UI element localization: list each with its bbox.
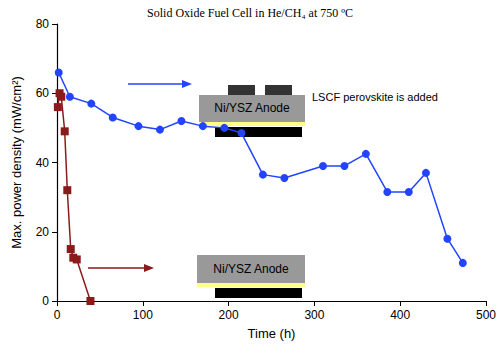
svg-text:0: 0 [42,294,49,308]
svg-text:Ni/YSZ Anode: Ni/YSZ Anode [213,262,289,276]
svg-text:Solid Oxide Fuel Cell in He/CH: Solid Oxide Fuel Cell in He/CH₄ at 750 º… [147,6,353,20]
svg-text:400: 400 [390,308,410,322]
svg-text:LSCF perovskite is added: LSCF perovskite is added [312,91,438,103]
svg-text:Max. power density (mW/cm²): Max. power density (mW/cm²) [9,76,24,249]
svg-text:80: 80 [36,17,50,31]
svg-text:200: 200 [219,308,239,322]
svg-text:Ni/YSZ Anode: Ni/YSZ Anode [214,101,290,115]
svg-text:300: 300 [304,308,324,322]
svg-text:60: 60 [36,86,50,100]
svg-text:20: 20 [36,225,50,239]
svg-text:100: 100 [133,308,153,322]
svg-text:Time (h): Time (h) [248,326,296,341]
svg-text:0: 0 [54,308,61,322]
svg-text:500: 500 [476,308,496,322]
svg-text:40: 40 [36,156,50,170]
